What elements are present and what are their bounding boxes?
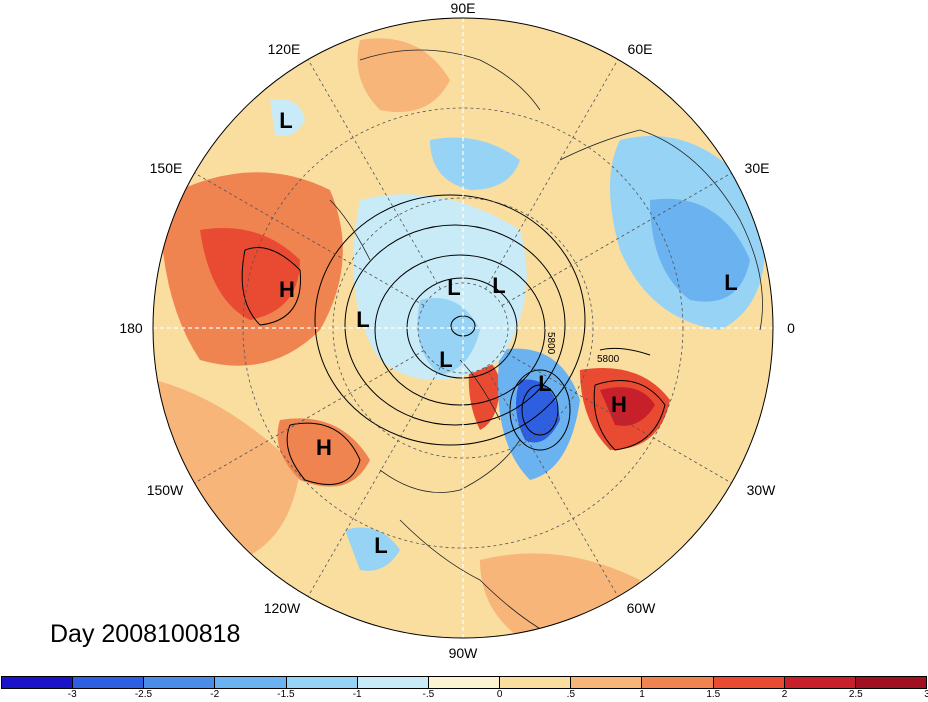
graticule xyxy=(242,107,684,549)
colorbar-swatch xyxy=(428,677,501,688)
high-label: H xyxy=(279,277,295,302)
colorbar-swatch xyxy=(73,677,145,688)
high-label: H xyxy=(611,392,627,417)
colorbar-swatch xyxy=(642,677,714,688)
colorbar-swatch xyxy=(571,677,643,688)
meridian-line xyxy=(194,350,425,484)
lon-label: 180 xyxy=(119,320,143,336)
meridian-line xyxy=(307,366,441,597)
meridian-line xyxy=(485,59,619,290)
colorbar-tick-label: -1 xyxy=(352,689,362,700)
contour-label: 5800 xyxy=(545,332,556,355)
lon-label: 60E xyxy=(628,41,653,57)
colorbar-tick-label: 0 xyxy=(496,689,503,700)
lon-label: 90W xyxy=(449,645,479,661)
colorbar-tick-label: 1 xyxy=(639,689,645,700)
lon-label: 30E xyxy=(745,160,770,176)
colorbar-tick-label: 2.5 xyxy=(848,689,863,700)
pressure-centers: L L H L L L L L H H L xyxy=(279,108,738,558)
colorbar-tick-label: 3 xyxy=(924,689,928,700)
colorbar-tick-label: -1.5 xyxy=(277,689,295,700)
low-label: L xyxy=(724,270,737,295)
polar-map: 90E 60E 30E 0 30W 60W 90W 120W 150W 180 … xyxy=(119,0,795,661)
meridian-line xyxy=(501,350,732,484)
day-label: Day 2008100818 xyxy=(50,620,241,648)
lon-label: 150W xyxy=(147,482,184,498)
colorbar-tick-label: -2 xyxy=(210,689,220,700)
colorbar-swatch xyxy=(784,677,856,688)
lon-label: 150E xyxy=(150,160,183,176)
longitude-labels: 90E 60E 30E 0 30W 60W 90W 120W 150W 180 … xyxy=(119,0,795,661)
colorbar-tick-label: -.5 xyxy=(422,689,435,700)
meridian-line xyxy=(307,59,441,290)
lon-label: 60W xyxy=(627,600,657,616)
meridians xyxy=(194,59,732,597)
colorbar-swatch xyxy=(500,677,572,688)
colorbar-swatch xyxy=(855,677,927,688)
colorbar-swatch xyxy=(215,677,287,688)
anomaly-field xyxy=(153,18,773,638)
colorbar-ticks: -3 -2.5 -2 -1.5 -1 -.5 0 .5 1 1.5 2 2.5 3 xyxy=(1,689,928,702)
colorbar-swatch xyxy=(144,677,216,688)
meridian-line xyxy=(194,172,425,306)
lon-label: 120W xyxy=(264,600,301,616)
low-label: L xyxy=(439,347,452,372)
low-label: L xyxy=(356,307,369,332)
colorbar-swatch xyxy=(357,677,429,688)
low-label: L xyxy=(492,273,505,298)
colorbar-swatch xyxy=(2,677,74,688)
lon-label: 0 xyxy=(787,320,795,336)
contour-labels: 5800 5800 xyxy=(545,332,620,365)
colorbar-swatch xyxy=(713,677,785,688)
colorbar-tick-label: -3 xyxy=(67,689,77,700)
colorbar xyxy=(1,676,927,689)
contour-label: 5800 xyxy=(597,354,620,365)
map-border xyxy=(152,17,774,639)
colorbar-tick-label: .5 xyxy=(566,689,576,700)
colorbar-tick-label: -2.5 xyxy=(134,689,153,700)
meridian-line xyxy=(501,172,732,306)
lon-label: 90E xyxy=(451,0,476,16)
lon-label: 120E xyxy=(268,41,301,57)
colorbar-tick-label: 2 xyxy=(781,689,788,700)
meridian-line xyxy=(485,366,619,597)
low-label: L xyxy=(447,275,460,300)
high-label: H xyxy=(316,435,332,460)
lon-label: 30W xyxy=(747,482,777,498)
low-label: L xyxy=(538,371,551,396)
colorbar-tick-label: 1.5 xyxy=(706,689,721,700)
low-label: L xyxy=(279,108,292,133)
low-label: L xyxy=(374,533,387,558)
coastlines xyxy=(329,49,763,638)
equator-axes xyxy=(153,18,773,638)
colorbar-swatch xyxy=(286,677,358,688)
